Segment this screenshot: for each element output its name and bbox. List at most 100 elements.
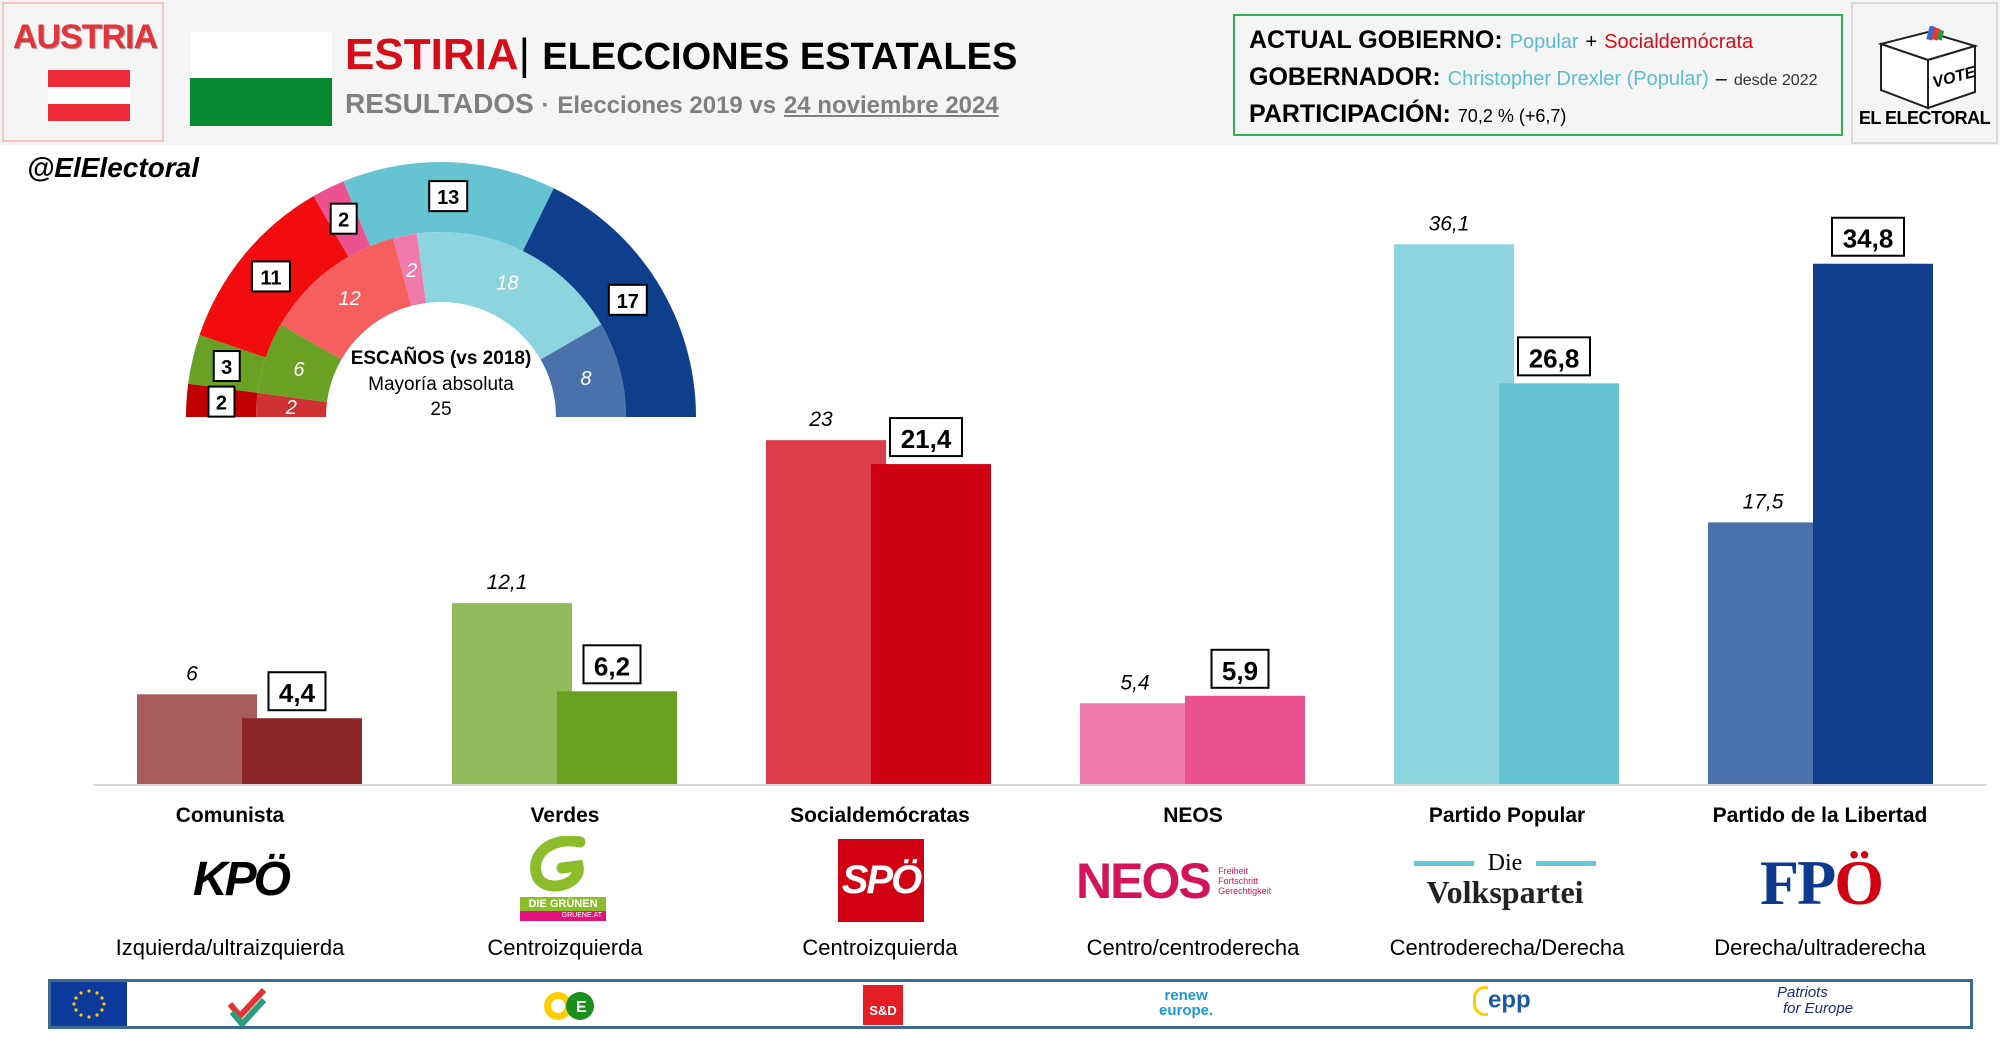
svg-text:E: E <box>576 999 587 1016</box>
austria-flag-bottom-stripe <box>48 104 130 121</box>
bar-2019 <box>1394 244 1514 784</box>
neos-logo: NEOS Freiheit Fortschritt Gerechtigkeit <box>1076 853 1272 909</box>
seat-label-2024: 13 <box>437 187 459 209</box>
government-party-2: Socialdemócrata <box>1604 31 1754 53</box>
seat-label-2024: 2 <box>216 393 227 415</box>
hemicycle-title: ESCAÑOS (vs 2018) <box>351 347 532 369</box>
brand-name: EL ELECTORAL <box>1858 108 1991 128</box>
twitter-handle: @ElElectoral <box>27 152 200 183</box>
bar-label-2019: 36,1 <box>1429 212 1470 235</box>
grune-logo: DIE GRÜNEN GRUENE.AT <box>520 835 606 921</box>
government-row: ACTUAL GOBIERNO: Popular + Socialdemócra… <box>1249 26 1753 55</box>
seat-segment-2019 <box>393 233 426 306</box>
government-label: ACTUAL GOBIERNO: <box>1249 26 1503 54</box>
bar-2024 <box>1813 263 1933 784</box>
bar-2019 <box>1708 522 1828 784</box>
ideology-label: Izquierda/ultraizquierda <box>115 935 345 960</box>
seat-segment-2019 <box>256 392 327 417</box>
renew-europe-logo: renew europe. <box>1159 987 1214 1019</box>
subtitle-prefix: Elecciones 2019 vs <box>557 92 777 119</box>
bar-2024 <box>1185 695 1305 784</box>
kpo-logo: KPÖ <box>193 853 291 906</box>
austria-flag-mid-stripe <box>48 87 130 104</box>
bar-2024 <box>871 464 991 784</box>
turnout-row: PARTICIPACIÓN: 70,2 % (+6,7) <box>1249 100 1566 129</box>
subtitle-main: RESULTADOS <box>345 88 534 119</box>
bar-2024 <box>242 718 362 784</box>
governor-row: GOBERNADOR: Christopher Drexler (Popular… <box>1249 63 1818 92</box>
government-party-1: Popular <box>1509 31 1579 53</box>
bar-2024 <box>557 691 677 784</box>
bar-label-box-2024 <box>1517 336 1591 377</box>
ballot-box-icon: VOTE <box>1877 26 1979 110</box>
austria-flag-top-stripe <box>48 70 130 87</box>
seat-label-2018: 6 <box>293 359 305 381</box>
bar-2019 <box>766 440 886 784</box>
category-label: Partido Popular <box>1428 804 1586 827</box>
greens-efa-icon: E <box>536 986 600 1031</box>
category-label: NEOS <box>1163 804 1223 827</box>
bar-label-2019: 23 <box>808 408 833 431</box>
seat-label-box-2024 <box>207 385 236 418</box>
left-group-icon <box>226 986 270 1031</box>
title-separator: | <box>518 30 531 79</box>
title-rest: ELECCIONES ESTATALES <box>542 36 1018 78</box>
seat-label-2018: 18 <box>496 272 518 294</box>
seats-hemicycle-labels: 2 3 11 2 13 17 2 6 12 2 18 8 <box>207 180 648 419</box>
patriots-for-europe-logo: Patriots for Europe <box>1777 984 1854 1017</box>
seat-label-box-2024 <box>250 260 291 293</box>
bar-label-box-2024 <box>1831 216 1905 257</box>
category-label: Socialdemócratas <box>790 804 970 827</box>
ideology-label: Centroderecha/Derecha <box>1389 935 1625 960</box>
info-box: ACTUAL GOBIERNO: Popular + Socialdemócra… <box>1233 14 1843 136</box>
bar-label-2024: 4,4 <box>279 678 316 708</box>
government-plus: + <box>1585 31 1598 53</box>
seat-label-box-2024 <box>212 350 241 383</box>
category-label: Verdes <box>530 804 600 827</box>
bar-2019 <box>137 694 257 784</box>
ideology-label: Centroizquierda <box>487 935 643 960</box>
styria-flag-green <box>190 78 332 126</box>
seat-label-2018: 2 <box>285 397 297 419</box>
seat-segment-2019 <box>257 324 342 402</box>
fpo-logo: FPÖ <box>1760 847 1884 918</box>
bar-2019 <box>1080 703 1200 784</box>
country-box: AUSTRIA <box>2 2 164 142</box>
country-name: AUSTRIA <box>12 18 158 56</box>
title-region: ESTIRIA <box>345 30 519 79</box>
seat-label-box-2024 <box>428 180 469 213</box>
bar-label-2024: 6,2 <box>594 651 630 681</box>
bar-label-box-2024 <box>889 417 963 458</box>
seat-label-2024: 3 <box>221 357 232 379</box>
bar-2024 <box>1499 383 1619 784</box>
seat-label-2024: 11 <box>260 267 281 289</box>
seat-label-box-2024 <box>329 202 358 235</box>
ideology-label: Centro/centroderecha <box>1086 935 1300 960</box>
eu-groups-strip: E S&D renew europe. epp Patriots for Europ… <box>48 979 1973 1029</box>
seat-label-2018: 8 <box>580 368 591 390</box>
governor-label: GOBERNADOR: <box>1249 63 1441 91</box>
bar-label-2024: 5,9 <box>1222 656 1258 686</box>
epp-logo: epp <box>1473 986 1531 1016</box>
hemicycle-majority-value: 25 <box>430 399 451 420</box>
bar-label-2019: 17,5 <box>1743 490 1784 513</box>
bar-label-box-2024 <box>267 671 327 712</box>
styria-flag-white <box>190 32 332 78</box>
subtitle-dot: · <box>541 92 550 119</box>
subtitle: RESULTADOS · Elecciones 2019 vs 24 novie… <box>345 88 999 120</box>
bar-label-2024: 21,4 <box>901 424 952 454</box>
seat-label-box-2024 <box>607 283 648 316</box>
seat-segment-2019 <box>280 238 412 360</box>
bar-label-box-2024 <box>1210 648 1270 689</box>
turnout-label: PARTICIPACIÓN: <box>1249 100 1451 128</box>
governor-name: Christopher Drexler (Popular) <box>1447 68 1709 90</box>
bar-2019 <box>452 603 572 784</box>
brand-logo: VOTE EL ELECTORAL <box>1851 2 1998 144</box>
page-title: ESTIRIA| ELECCIONES ESTATALES <box>345 30 1017 80</box>
bar-label-2024: 26,8 <box>1529 343 1580 373</box>
governor-since: desde 2022 <box>1733 72 1818 89</box>
governor-dash: – <box>1715 68 1727 90</box>
eu-flag-icon <box>51 982 127 1026</box>
bar-label-2024: 34,8 <box>1843 224 1894 254</box>
